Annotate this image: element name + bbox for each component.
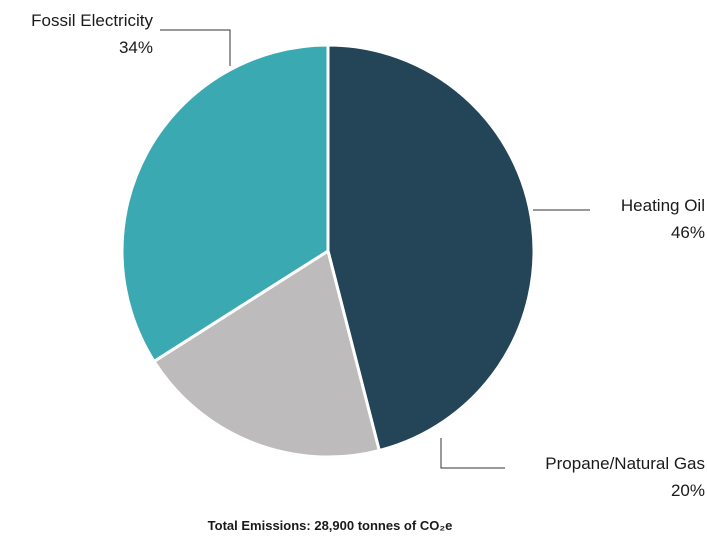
slice-percent-fossil-electricity: 34% — [119, 38, 153, 57]
pie-slice-propane-natural-gas — [151, 248, 382, 459]
slice-label-heating-oil: Heating Oil — [621, 196, 705, 215]
leader-line-propane — [440, 438, 505, 469]
leader-line-fossil-electricity — [160, 29, 231, 66]
slice-percent-propane: 20% — [671, 481, 705, 500]
pie-slice-heating-oil — [326, 43, 536, 453]
slice-label-propane: Propane/Natural Gas — [545, 454, 705, 473]
slice-label-fossil-electricity: Fossil Electricity — [31, 11, 153, 30]
pie-slice-fossil-electricity — [120, 43, 330, 364]
chart-footer: Total Emissions: 28,900 tonnes of CO₂e — [208, 518, 453, 533]
pie-slices — [120, 43, 536, 459]
slice-percent-heating-oil: 46% — [671, 223, 705, 242]
